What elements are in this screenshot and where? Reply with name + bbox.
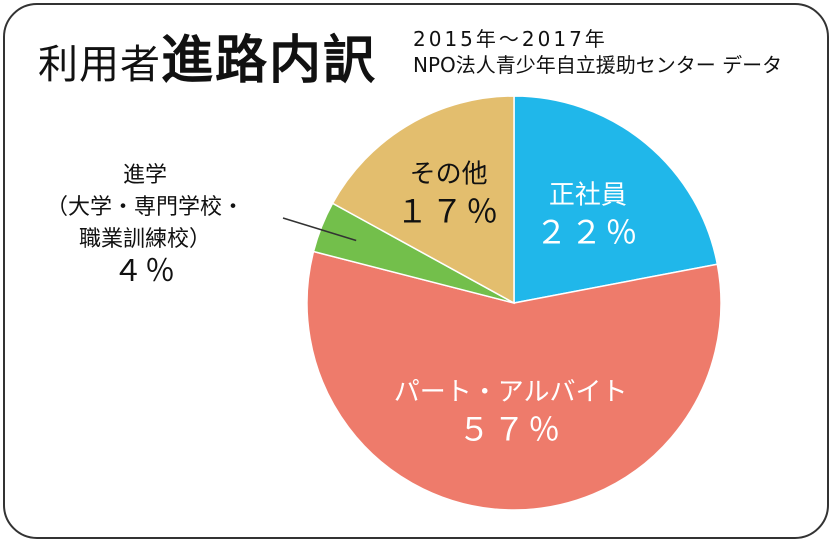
external-label-line-1: 進学 — [122, 163, 167, 188]
slice-value-2: ５７％ — [458, 411, 563, 449]
external-label-line-3: 職業訓練校） — [78, 227, 211, 252]
slice-label-4: その他 — [410, 160, 488, 190]
pie-slice-1 — [513, 95, 719, 304]
external-label-line-2: （大学・専門学校・ — [45, 195, 244, 220]
title-light: 利用者 — [38, 42, 161, 88]
slice-label-2: パート・アルバイト — [394, 378, 628, 408]
period-text: 2015年〜2017年 — [413, 27, 608, 51]
source-text: NPO法人青少年自立援助センター データ — [413, 53, 783, 77]
leader-line — [282, 217, 357, 242]
pie-slice-2 — [306, 250, 722, 511]
slice-label-1: 正社員 — [549, 181, 627, 211]
chart-meta: 2015年〜2017年 NPO法人青少年自立援助センター データ — [413, 26, 782, 78]
external-label-higher-education: 進学 （大学・専門学校・ 職業訓練校） ４％ — [30, 160, 260, 288]
title-bold: 進路内訳 — [161, 31, 378, 91]
slice-value-4: １７％ — [396, 193, 501, 231]
slice-value-1: ２２％ — [535, 214, 640, 252]
chart-title: 利用者進路内訳 — [38, 18, 377, 93]
pie-slice-4 — [331, 95, 515, 305]
external-label-value: ４％ — [113, 254, 177, 289]
